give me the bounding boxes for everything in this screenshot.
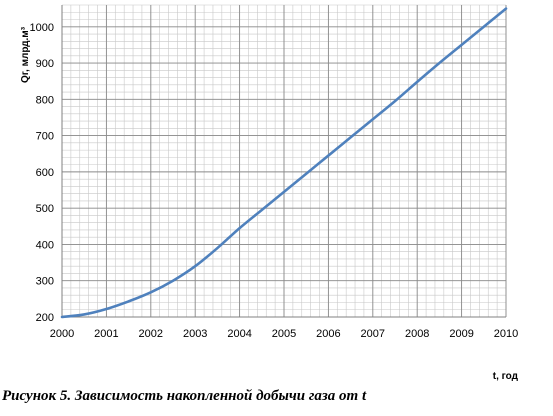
chart-svg: 2000 2001 2002 2003 2004 2005 2006 2007 2008 2009… bbox=[20, 4, 519, 382]
x-tick-label: 2002 bbox=[139, 328, 163, 340]
x-tick-label: 2004 bbox=[227, 328, 251, 340]
y-tick-label: 600 bbox=[36, 167, 54, 179]
chart: 2000 2001 2002 2003 2004 2005 2006 2007 2008 2009… bbox=[20, 4, 519, 382]
major-gridlines bbox=[61, 5, 507, 318]
x-tick-label: 2010 bbox=[494, 328, 518, 340]
x-tick-label: 2001 bbox=[94, 328, 118, 340]
y-tick-labels: 200 300 400 500 600 700 800 900 1000 bbox=[30, 22, 54, 324]
y-tick-label: 400 bbox=[36, 239, 54, 251]
axes bbox=[61, 5, 506, 318]
y-tick-label: 200 bbox=[36, 312, 54, 324]
x-tick-labels: 2000 2001 2002 2003 2004 2005 2006 2007 2008 2009… bbox=[50, 328, 518, 340]
figure-caption: Рисунок 5. Зависимость накопленной добыч… bbox=[2, 388, 367, 404]
x-tick-label: 2009 bbox=[449, 328, 473, 340]
y-tick-label: 1000 bbox=[30, 22, 54, 34]
x-axis-title: t, год bbox=[493, 371, 519, 382]
x-tick-label: 2006 bbox=[316, 328, 340, 340]
x-tick-label: 2007 bbox=[361, 328, 385, 340]
y-tick-label: 900 bbox=[36, 58, 54, 70]
y-tick-label: 800 bbox=[36, 94, 54, 106]
y-axis-title: Qг, млрд.м³ bbox=[20, 26, 31, 83]
y-tick-label: 300 bbox=[36, 276, 54, 288]
series-line bbox=[60, 7, 508, 319]
y-tick-label: 500 bbox=[36, 203, 54, 215]
series-group bbox=[60, 7, 508, 319]
y-tick-label: 700 bbox=[36, 131, 54, 143]
x-tick-label: 2000 bbox=[50, 328, 74, 340]
x-tick-label: 2003 bbox=[183, 328, 207, 340]
x-tick-label: 2005 bbox=[272, 328, 296, 340]
x-tick-label: 2008 bbox=[405, 328, 429, 340]
